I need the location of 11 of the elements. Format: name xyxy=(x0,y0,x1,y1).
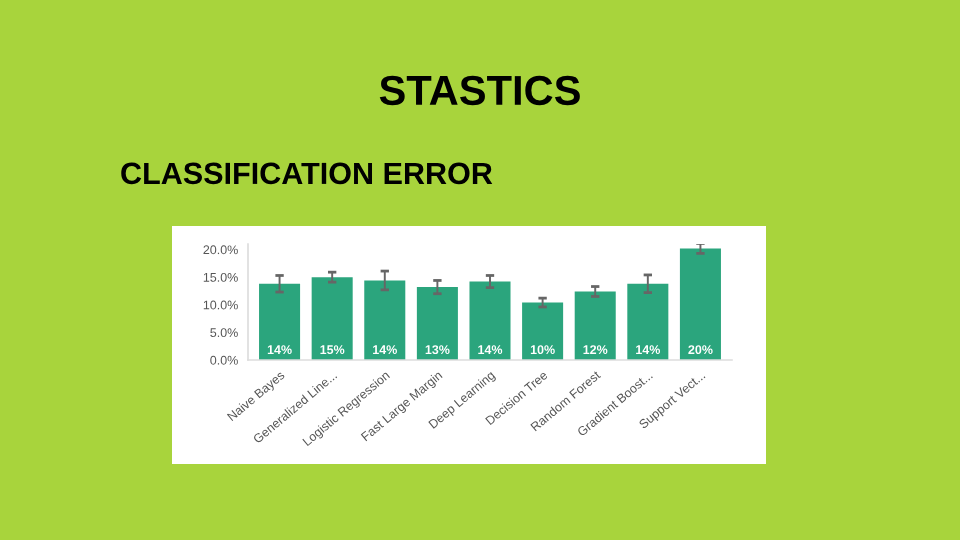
bar xyxy=(627,283,669,360)
bar xyxy=(679,248,721,360)
bar xyxy=(469,281,511,360)
bar xyxy=(311,277,353,360)
bar xyxy=(574,291,616,360)
bar xyxy=(522,302,564,360)
chart-subtitle: CLASSIFICATION ERROR xyxy=(121,162,493,185)
chart-title: STASTICS xyxy=(379,75,580,106)
bar xyxy=(364,280,406,360)
bar xyxy=(416,287,458,360)
bar xyxy=(259,283,301,360)
